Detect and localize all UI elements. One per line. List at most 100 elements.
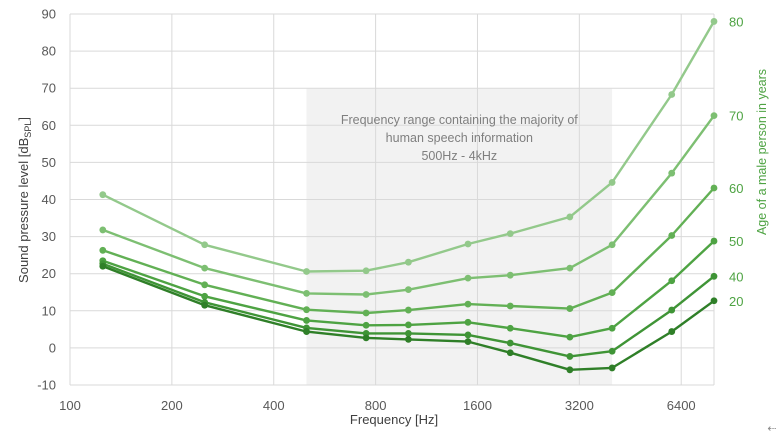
- data-point: [362, 267, 370, 275]
- x-tick-label: 400: [263, 398, 285, 413]
- data-point: [464, 240, 472, 248]
- data-point: [608, 347, 616, 355]
- data-point: [201, 264, 209, 272]
- data-point: [506, 230, 514, 238]
- data-point: [668, 232, 676, 239]
- age-label-60: 60: [729, 181, 743, 196]
- series-lines: [99, 18, 718, 374]
- data-point: [404, 306, 412, 314]
- x-tick-label: 3200: [565, 398, 594, 413]
- data-point: [506, 302, 514, 310]
- x-tick-label: 100: [59, 398, 81, 413]
- age-label-40: 40: [729, 269, 743, 284]
- speech-band-label-line: Frequency range containing the majority …: [341, 113, 578, 127]
- series-40: [99, 260, 718, 360]
- data-point: [710, 297, 718, 305]
- y-tick-label: 10: [42, 303, 56, 318]
- data-point: [506, 349, 514, 357]
- speech-band-label: Frequency range containing the majority …: [341, 113, 578, 163]
- right-axis-title: Age of a male person in years: [755, 69, 769, 235]
- series-70: [99, 112, 718, 298]
- y-tick-label: 90: [42, 7, 56, 22]
- x-tick-label: 200: [161, 398, 183, 413]
- data-point: [201, 241, 209, 249]
- series-60: [99, 184, 718, 317]
- data-point: [464, 318, 472, 326]
- data-point: [566, 264, 574, 272]
- data-point: [303, 306, 310, 314]
- y-tick-label: 40: [42, 192, 56, 207]
- data-point: [464, 300, 472, 308]
- data-point: [362, 334, 370, 342]
- series-80: [99, 18, 718, 275]
- y-axis-title-main: Sound pressure level [dB: [16, 138, 31, 283]
- data-point: [668, 328, 676, 335]
- age-labels: 80 70 60 50 40 20: [729, 14, 743, 308]
- speech-band-label-line: 500Hz - 4kHz: [421, 149, 497, 163]
- x-tick-label: 1600: [463, 398, 492, 413]
- data-point: [710, 184, 718, 192]
- data-point: [201, 292, 209, 300]
- data-point: [566, 353, 574, 360]
- age-label-70: 70: [729, 109, 743, 124]
- data-point: [668, 169, 676, 177]
- data-point: [99, 262, 107, 270]
- data-point: [710, 272, 718, 280]
- y-tick-label: 20: [42, 266, 56, 281]
- age-label-20: 20: [729, 294, 743, 309]
- x-tick-label: 6400: [667, 398, 696, 413]
- data-point: [303, 289, 310, 297]
- y-axis-title-sub: SPL: [23, 121, 33, 138]
- y-tick-label: 0: [49, 340, 56, 355]
- y-axis-ticks: -10 0 10 20 30 40 50 60 70 80 90: [37, 7, 56, 393]
- gridlines: [69, 13, 715, 386]
- age-label-50: 50: [729, 234, 743, 249]
- data-point: [404, 321, 412, 329]
- data-point: [404, 330, 412, 337]
- data-point: [464, 274, 472, 282]
- age-label-80: 80: [729, 14, 743, 29]
- data-point: [668, 277, 676, 285]
- data-point: [566, 333, 574, 341]
- data-point: [506, 271, 514, 279]
- y-tick-label: 70: [42, 81, 56, 96]
- corner-arrow-icon: ⇠: [767, 422, 776, 435]
- data-point: [362, 291, 370, 298]
- data-point: [668, 91, 676, 98]
- data-point: [608, 364, 616, 372]
- y-axis-title-end: ]: [16, 117, 31, 121]
- data-point: [99, 226, 107, 234]
- data-point: [566, 305, 574, 312]
- x-axis-ticks: 100 200 400 800 1600 3200 6400: [59, 398, 696, 413]
- data-point: [99, 246, 107, 254]
- y-tick-label: -10: [37, 378, 56, 393]
- data-point: [303, 328, 310, 335]
- y-tick-label: 80: [42, 44, 56, 59]
- data-point: [710, 112, 718, 120]
- data-point: [303, 268, 310, 275]
- data-point: [710, 237, 718, 245]
- data-point: [710, 18, 718, 25]
- data-point: [668, 306, 676, 314]
- data-point: [362, 321, 370, 329]
- data-point: [608, 179, 616, 186]
- y-tick-label: 30: [42, 229, 56, 244]
- y-axis-title: Sound pressure level [dBSPL]: [16, 117, 33, 283]
- data-point: [464, 331, 472, 339]
- y-tick-label: 60: [42, 118, 56, 133]
- series-20: [99, 262, 718, 374]
- x-axis-title: Frequency [Hz]: [350, 412, 438, 427]
- data-point: [608, 289, 616, 297]
- data-point: [506, 324, 514, 332]
- data-point: [608, 324, 616, 332]
- data-point: [566, 366, 574, 374]
- data-point: [362, 309, 370, 317]
- y-tick-label: 50: [42, 155, 56, 170]
- data-point: [404, 335, 412, 343]
- data-point: [303, 317, 310, 324]
- data-point: [566, 213, 574, 221]
- x-tick-label: 800: [365, 398, 387, 413]
- speech-band-label-line: human speech information: [386, 131, 533, 145]
- data-point: [404, 258, 412, 266]
